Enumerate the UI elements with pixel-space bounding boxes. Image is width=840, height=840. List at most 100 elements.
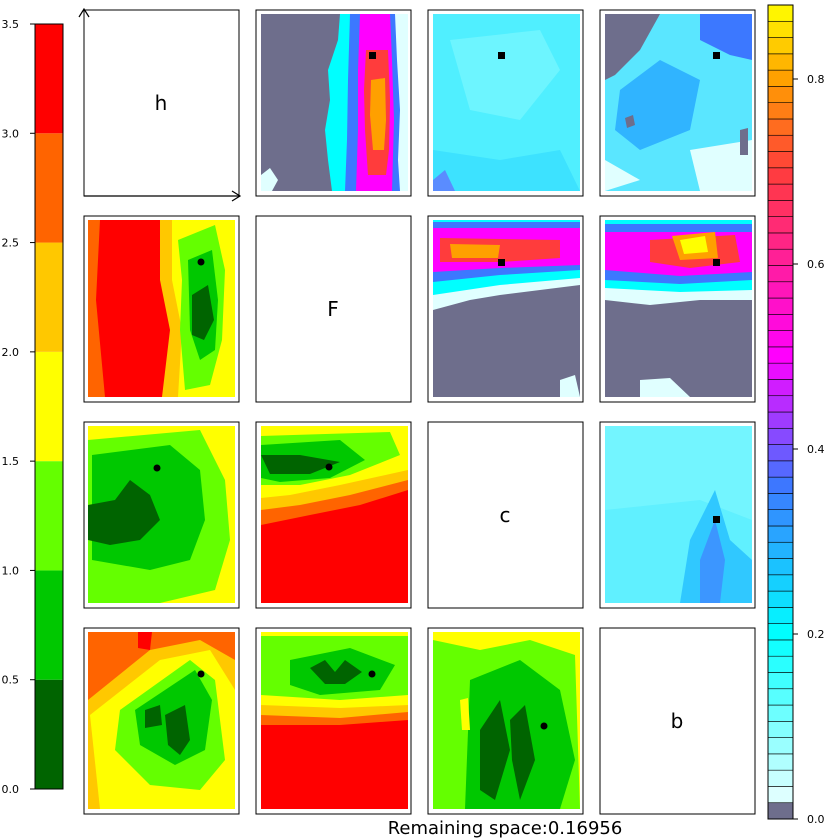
optimum-marker <box>369 52 376 59</box>
right-colorbar-band <box>767 655 794 673</box>
right-colorbar-band <box>767 118 794 136</box>
right-colorbar-band <box>767 753 794 771</box>
right-colorbar-band <box>767 460 794 478</box>
right-colorbar-band <box>767 37 794 55</box>
panel-diagonal-F: F <box>255 215 412 403</box>
right-colorbar-band <box>767 346 794 364</box>
right-colorbar-band <box>767 509 794 527</box>
right-colorbar-band <box>767 639 794 657</box>
right-colorbar-band <box>767 721 794 738</box>
panel-upper-0-3 <box>599 9 756 197</box>
right-colorbar-band <box>767 20 794 38</box>
right-colorbar-band <box>767 395 794 413</box>
left-colorbar-band <box>35 242 63 352</box>
right-colorbar-tick-label: 0.0 <box>807 813 825 826</box>
x-axis-arrowhead <box>231 190 242 202</box>
right-colorbar-band <box>767 623 794 641</box>
right-colorbar-band <box>767 102 794 120</box>
right-colorbar-band <box>767 558 794 576</box>
diagonal-label-h: h <box>155 91 168 115</box>
panel-diagonal-b: b <box>599 627 756 815</box>
diagonal-label-c: c <box>500 503 511 527</box>
left-colorbar-band <box>35 133 63 243</box>
left-colorbar-tick-label: 3.0 <box>2 127 20 140</box>
optimum-marker <box>713 52 720 59</box>
right-colorbar-band <box>767 330 794 348</box>
right-colorbar-band <box>767 541 794 559</box>
right-colorbar-tick-label: 0.8 <box>807 73 825 86</box>
left-colorbar-band <box>35 351 63 462</box>
remaining-space-label: Remaining space:0.16956 <box>388 818 623 839</box>
right-colorbar-band <box>767 493 794 510</box>
right-colorbar-band <box>767 769 794 787</box>
panel-upper-1-3 <box>599 215 756 403</box>
panel-upper-0-1 <box>255 9 412 197</box>
left-colorbar-tick-label: 1.0 <box>2 564 20 577</box>
right-colorbar-band <box>767 200 794 217</box>
panel-upper-0-2 <box>427 9 584 197</box>
panel-diagonal-c: c <box>427 421 584 609</box>
left-colorbar-tick-label: 2.0 <box>2 346 20 359</box>
right-colorbar-band <box>767 427 794 445</box>
right-colorbar-band <box>767 411 794 429</box>
right-colorbar-band <box>767 4 794 22</box>
right-colorbar-band <box>767 53 794 71</box>
right-colorbar-band <box>767 281 794 299</box>
panel-lower-3-0 <box>83 627 240 815</box>
right-colorbar-band <box>767 248 794 266</box>
right-colorbar-band <box>767 232 794 250</box>
right-colorbar-tick-label: 0.2 <box>807 628 825 641</box>
right-colorbar-band <box>767 786 794 804</box>
right-colorbar: 0.0 0.2 0.4 0.6 0.8 <box>767 4 825 826</box>
right-colorbar-band <box>767 737 794 755</box>
optimum-marker <box>153 464 161 472</box>
right-colorbar-band <box>767 704 794 722</box>
right-colorbar-band <box>767 590 794 608</box>
left-colorbar-band <box>35 570 63 680</box>
optimum-marker <box>325 463 333 471</box>
right-colorbar-band <box>767 183 794 201</box>
left-colorbar-tick-label: 2.5 <box>2 237 20 250</box>
right-colorbar-band <box>767 151 794 169</box>
right-colorbar-tick-label: 0.6 <box>807 258 825 271</box>
left-colorbar-band <box>35 24 63 134</box>
right-colorbar-band <box>767 86 794 103</box>
right-colorbar-band <box>767 607 794 624</box>
right-colorbar-tick-label: 0.4 <box>807 443 825 456</box>
panel-lower-3-1 <box>255 627 412 815</box>
left-colorbar-tick-label: 0.0 <box>2 783 20 796</box>
right-colorbar-band <box>767 802 794 820</box>
right-colorbar-band <box>767 362 794 380</box>
left-colorbar-frame <box>34 23 64 790</box>
panel-lower-2-0 <box>83 421 240 609</box>
right-colorbar-band <box>767 69 794 87</box>
right-colorbar-band <box>767 672 794 690</box>
right-colorbar-band <box>767 265 794 283</box>
y-axis-arrowhead <box>78 7 90 18</box>
right-colorbar-band <box>767 574 794 592</box>
right-colorbar-band <box>767 167 794 185</box>
right-colorbar-band <box>767 216 794 234</box>
right-colorbar-band <box>767 314 794 331</box>
panel-upper-2-3 <box>599 421 756 609</box>
right-colorbar-band <box>767 688 794 706</box>
optimum-marker <box>540 722 548 730</box>
left-colorbar-band <box>35 461 63 571</box>
optimum-marker <box>368 670 376 678</box>
right-colorbar-band <box>767 297 794 315</box>
left-colorbar-tick-label: 0.5 <box>2 674 20 687</box>
panel-upper-1-2 <box>427 215 584 403</box>
right-colorbar-band <box>767 134 794 152</box>
left-colorbar-tick-label: 3.5 <box>2 18 20 31</box>
panel-lower-2-1 <box>255 421 412 609</box>
right-colorbar-band <box>767 525 794 543</box>
panel-lower-3-2 <box>427 627 584 815</box>
diagonal-label-b: b <box>671 709 684 733</box>
optimum-marker <box>498 52 505 59</box>
optimum-marker <box>197 258 205 266</box>
optimum-marker <box>713 516 720 523</box>
left-colorbar-band <box>35 679 63 789</box>
optimum-marker <box>713 259 720 266</box>
right-colorbar-band <box>767 476 794 494</box>
